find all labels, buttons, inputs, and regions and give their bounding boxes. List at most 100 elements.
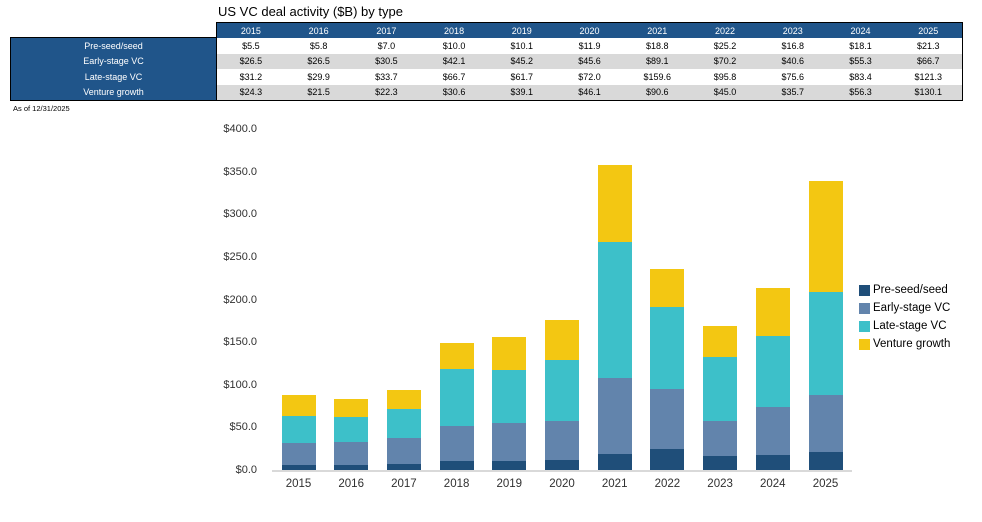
table-cell: $121.3 — [914, 71, 942, 82]
year-header-cell: 2017 — [376, 25, 397, 36]
bar-segment-venture-growth — [386, 390, 421, 410]
table-year-header-row: 2015 2016 2017 2018 2019 2020 2021 2022 2023 2024… — [217, 23, 962, 38]
table-cell: $83.4 — [849, 71, 872, 82]
table-row: $31.2 $29.9 $33.7 $66.7 $61.7 $72.0 $159.6 $95.… — [217, 69, 962, 85]
legend-label: Late-stage VC — [873, 320, 947, 332]
as-of-note: As of 12/31/2025 — [13, 104, 70, 113]
legend-label: Pre-seed/seed — [873, 284, 948, 296]
legend-entry-venture-growth: Venture growth — [859, 335, 950, 353]
bar-segment-venture-growth — [755, 288, 790, 337]
table-cell: $16.8 — [781, 40, 804, 51]
table-cell: $30.6 — [442, 87, 466, 98]
bar-segment-pre-seed-seed — [386, 464, 421, 470]
x-tick-label: 2024 — [760, 478, 786, 490]
legend-label: Early-stage VC — [873, 302, 951, 314]
year-header-cell: 2015 — [240, 25, 261, 36]
bar-segment-venture-growth — [808, 180, 843, 292]
table-cell: $25.2 — [713, 40, 737, 51]
table-cell: $45.0 — [713, 87, 737, 98]
bar-segment-late-stage-vc — [492, 370, 527, 423]
table-cell: $66.7 — [916, 56, 940, 67]
table-cell: $42.1 — [442, 56, 466, 67]
bar-segment-late-stage-vc — [650, 307, 685, 389]
table-cell: $11.9 — [578, 40, 601, 51]
bar-segment-venture-growth — [492, 336, 527, 371]
bar-segment-early-stage-vc — [492, 422, 527, 462]
table-cell: $56.3 — [849, 87, 872, 98]
bar-segment-pre-seed-seed — [492, 461, 527, 470]
y-tick-label: $200.0 — [223, 293, 257, 306]
table-cell: $55.3 — [849, 56, 872, 67]
bar-segment-late-stage-vc — [703, 356, 738, 422]
year-header-cell: 2025 — [918, 25, 939, 36]
table-cell: $33.7 — [375, 71, 398, 82]
bar-segment-pre-seed-seed — [281, 465, 316, 470]
y-tick-label: $250.0 — [223, 250, 257, 263]
x-tick-label: 2021 — [601, 478, 628, 490]
table-cell: $95.8 — [713, 71, 737, 82]
year-header-cell: 2021 — [647, 25, 668, 36]
table-label-column: Pre-seed/seed Early-stage VC Late-stage VC… — [10, 37, 216, 101]
bar-segment-early-stage-vc — [808, 394, 843, 452]
bar-segment-early-stage-vc — [703, 421, 738, 456]
table-cell: $31.2 — [239, 71, 263, 82]
table-cell: $29.9 — [307, 71, 330, 82]
bar-segment-late-stage-vc — [545, 359, 579, 421]
bar-segment-early-stage-vc — [650, 388, 685, 449]
table-cell: $26.5 — [239, 56, 263, 67]
table-cell: $61.7 — [510, 71, 534, 82]
bar-segment-early-stage-vc — [386, 438, 421, 465]
table-cell: $70.2 — [713, 56, 737, 67]
table-cell: $39.1 — [510, 87, 534, 98]
bar-segment-early-stage-vc — [545, 420, 579, 460]
table-cell: $10.0 — [442, 40, 466, 51]
table-cell: $24.3 — [239, 87, 263, 98]
table-cell: $72.0 — [578, 71, 601, 82]
bar-segment-pre-seed-seed — [545, 459, 579, 470]
x-tick-label: 2025 — [812, 478, 839, 490]
year-header-cell: 2016 — [308, 25, 329, 36]
bar-segment-pre-seed-seed — [808, 451, 843, 470]
x-tick-label: 2018 — [443, 478, 470, 490]
year-header-cell: 2023 — [782, 25, 803, 36]
bar-segment-late-stage-vc — [755, 336, 790, 408]
legend-label: Venture growth — [873, 338, 951, 350]
bar-segment-pre-seed-seed — [439, 461, 474, 470]
row-label: Early-stage VC — [83, 56, 144, 67]
table-cell: $26.5 — [307, 56, 330, 67]
table-cell: $7.0 — [377, 40, 396, 51]
table-cell: $89.1 — [646, 56, 669, 67]
table-cell: $21.3 — [916, 40, 940, 51]
year-header-cell: 2024 — [850, 25, 871, 36]
bar-segment-early-stage-vc — [439, 425, 474, 462]
x-tick-label: 2022 — [654, 478, 681, 490]
table-title: US VC deal activity ($B) by type — [218, 4, 403, 19]
vc-table: 2015 2016 2017 2018 2019 2020 2021 2022 2023 2024… — [216, 22, 963, 101]
year-header-cell: 2019 — [511, 25, 532, 36]
x-tick-label: 2020 — [549, 478, 575, 490]
table-cell: $35.7 — [781, 87, 804, 98]
row-label: Pre-seed/seed — [84, 40, 143, 51]
x-tick-label: 2023 — [707, 478, 733, 490]
y-tick-label: $300.0 — [223, 208, 257, 221]
row-label: Venture growth — [83, 87, 144, 98]
x-tick-label: 2017 — [391, 478, 417, 490]
bar-segment-pre-seed-seed — [755, 454, 790, 470]
legend-swatch-venture-growth — [859, 338, 870, 350]
bar-segment-pre-seed-seed — [334, 465, 369, 470]
table-cell: $45.6 — [578, 56, 601, 67]
bar-segment-late-stage-vc — [281, 416, 316, 443]
bar-segment-late-stage-vc — [597, 241, 632, 378]
table-cell: $159.6 — [643, 71, 672, 82]
table-cell: $5.5 — [242, 40, 260, 51]
table-cell: $40.6 — [781, 56, 804, 67]
bar-segment-early-stage-vc — [597, 378, 632, 454]
bar-segment-late-stage-vc — [439, 368, 474, 426]
legend-swatch-early-stage-vc — [859, 302, 870, 314]
x-axis-line — [272, 470, 852, 472]
table-cell: $66.7 — [442, 71, 466, 82]
table-row: $26.5 $26.5 $30.5 $42.1 $45.2 $45.6 $89.1 $70.2… — [217, 53, 962, 69]
bar-segment-venture-growth — [650, 268, 685, 307]
bar-segment-venture-growth — [281, 395, 316, 417]
y-tick-label: $100.0 — [223, 378, 257, 391]
